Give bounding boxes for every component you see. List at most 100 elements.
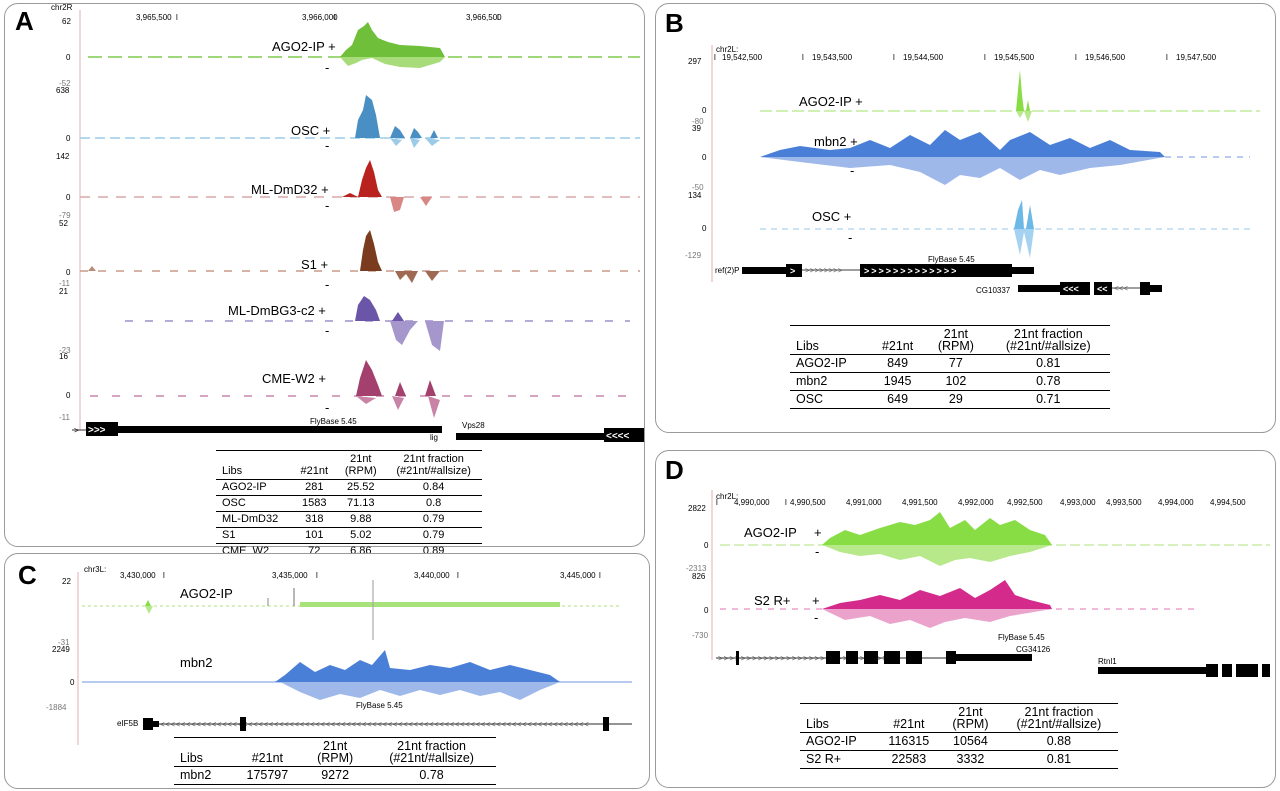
header-21nt: #21nt xyxy=(292,450,337,480)
panel-b-coord: 19,543,500 xyxy=(812,53,853,62)
track-label: S2 R+ xyxy=(754,593,791,608)
y-zero: 0 xyxy=(66,268,71,277)
track-label: AGO2-IP xyxy=(744,525,797,540)
minus-strand: - xyxy=(325,323,329,338)
track-a-osc xyxy=(80,95,640,148)
svg-text:>: > xyxy=(74,426,79,435)
panel-a-chrom: chr2R xyxy=(51,3,73,12)
panel-b-letter: B xyxy=(665,8,684,38)
svg-text:<<: << xyxy=(1097,284,1108,294)
panel-b-coord: 19,545,500 xyxy=(994,53,1035,62)
y-min: -129 xyxy=(685,251,702,260)
svg-text:l: l xyxy=(714,53,716,62)
y-zero: 0 xyxy=(66,193,71,202)
table-cell: 102 xyxy=(925,372,987,391)
table-cell: 849 xyxy=(870,354,926,373)
panel-c-coord: 3,440,000 xyxy=(414,571,450,580)
panel-d-coord: 4,994,000 xyxy=(1158,498,1194,507)
track-label: mbn2 + xyxy=(814,134,858,149)
track-label: OSC + xyxy=(291,123,330,138)
table-row: S2 R+ 22583 3332 0.81 xyxy=(800,750,1118,769)
track-a-cmew2 xyxy=(90,360,630,418)
table-cell: 25.52 xyxy=(336,479,386,496)
track-label: AGO2-IP xyxy=(180,586,233,601)
gene-name: Vps28 xyxy=(462,421,485,430)
y-zero: 0 xyxy=(704,606,709,615)
panel-d-coord: 4,990,500 xyxy=(790,498,826,507)
table-cell: 0.81 xyxy=(986,354,1110,373)
panel-d-coord: 4,994,500 xyxy=(1210,498,1246,507)
minus-strand: - xyxy=(814,610,818,625)
y-zero: 0 xyxy=(66,391,71,400)
track-c-ago2 xyxy=(82,580,620,640)
header-fraction: 21nt fraction (#21nt/#allsize) xyxy=(385,450,482,480)
gene-model-d: >>>>>>>>>>>>>>>>>>>>>>>>>>>>>> xyxy=(716,651,1270,677)
svg-text:<<<: <<< xyxy=(1114,284,1128,293)
svg-text:l: l xyxy=(163,571,165,580)
table-cell: mbn2 xyxy=(790,372,870,391)
table-cell: 0.8 xyxy=(385,495,482,512)
svg-text:l: l xyxy=(984,53,986,62)
table-cell: 0.79 xyxy=(385,527,482,544)
panel-d-letter: D xyxy=(665,455,684,485)
panel-a-coord: 3,966,500 xyxy=(466,13,502,22)
svg-text:<<<: <<< xyxy=(1063,284,1079,294)
table-cell: 1583 xyxy=(292,495,337,512)
track-b-mbn2 xyxy=(760,130,1250,185)
track-strand: + xyxy=(814,525,822,540)
track-strand: + xyxy=(812,593,820,608)
minus-strand: - xyxy=(325,60,329,75)
panel-d-coord: 4,993,500 xyxy=(1106,498,1142,507)
panel-a-coord: 3,965,500 xyxy=(136,13,172,22)
panel-b-table: Libs #21nt 21nt (RPM) 21nt fraction (#21… xyxy=(790,325,1110,409)
table-row: OSC 649 29 0.71 xyxy=(790,390,1110,409)
svg-text:l: l xyxy=(802,53,804,62)
panel-c-chrom: chr3L: xyxy=(84,565,106,574)
y-min: -730 xyxy=(692,631,709,640)
svg-text:l: l xyxy=(1075,53,1077,62)
header-21nt: #21nt xyxy=(876,703,942,733)
panel-b-chrom: chr2L: xyxy=(716,45,738,54)
svg-text:l: l xyxy=(785,498,787,507)
svg-text:l: l xyxy=(893,53,895,62)
svg-text:>>>>>>>>>>>>>>>>>>>>>>>>>>>>>>: >>>>>>>>>>>>>>>>>>>>>>>>>>>>>> xyxy=(718,654,888,663)
header-21nt: #21nt xyxy=(870,325,926,355)
header-fraction: 21nt fraction (#21nt/#allsize) xyxy=(986,325,1110,355)
panel-d-coord: 4,992,000 xyxy=(958,498,994,507)
y-min: -11 xyxy=(59,279,71,288)
y-zero: 0 xyxy=(70,678,75,687)
y-max: 21 xyxy=(59,287,68,296)
svg-text:<<<<<<<<<<<<<<<<<<<<<<<<<<<<<<: <<<<<<<<<<<<<<<<<<<<<<<<<<<<<<<<<<<<<<<<… xyxy=(160,720,589,729)
y-max: 39 xyxy=(692,124,701,133)
gene-name: CG10337 xyxy=(976,286,1011,295)
table-cell: 10564 xyxy=(941,732,1000,751)
y-min: -80 xyxy=(692,117,704,126)
panel-a-table: Libs #21nt 21nt (RPM) 21nt fraction (#21… xyxy=(216,450,482,560)
panel-c-coord: 3,430,000 xyxy=(120,571,156,580)
svg-text:l: l xyxy=(1166,53,1168,62)
y-max: 52 xyxy=(59,219,68,228)
panel-d-table: Libs #21nt 21nt (RPM) 21nt fraction (#21… xyxy=(800,703,1118,769)
panel-d-coord: 4,990,000 xyxy=(734,498,770,507)
panel-a-letter: A xyxy=(15,6,34,36)
minus-strand: - xyxy=(325,400,329,415)
gene-name: Rtnl1 xyxy=(1098,657,1117,666)
track-label: AGO2-IP + xyxy=(272,39,336,54)
header-rpm: 21nt (RPM) xyxy=(336,450,386,480)
flybase-label: FlyBase 5.45 xyxy=(928,255,975,264)
table-cell: 0.88 xyxy=(999,732,1118,751)
table-cell: OSC xyxy=(790,390,870,409)
table-row: AGO2-IP 116315 10564 0.88 xyxy=(800,732,1118,751)
y-zero: 0 xyxy=(702,106,707,115)
flybase-label: FlyBase 5.45 xyxy=(998,633,1045,642)
y-max: 2822 xyxy=(688,504,706,513)
header-fraction: 21nt fraction (#21nt/#allsize) xyxy=(367,737,496,767)
table-row: OSC 1583 71.13 0.8 xyxy=(216,495,482,512)
header-21nt: #21nt xyxy=(231,737,304,767)
panel-b-coord: 19,542,500 xyxy=(722,53,763,62)
y-min: -11 xyxy=(59,413,71,422)
table-row: mbn2 1945 102 0.78 xyxy=(790,372,1110,391)
table-cell: 0.81 xyxy=(999,750,1118,769)
